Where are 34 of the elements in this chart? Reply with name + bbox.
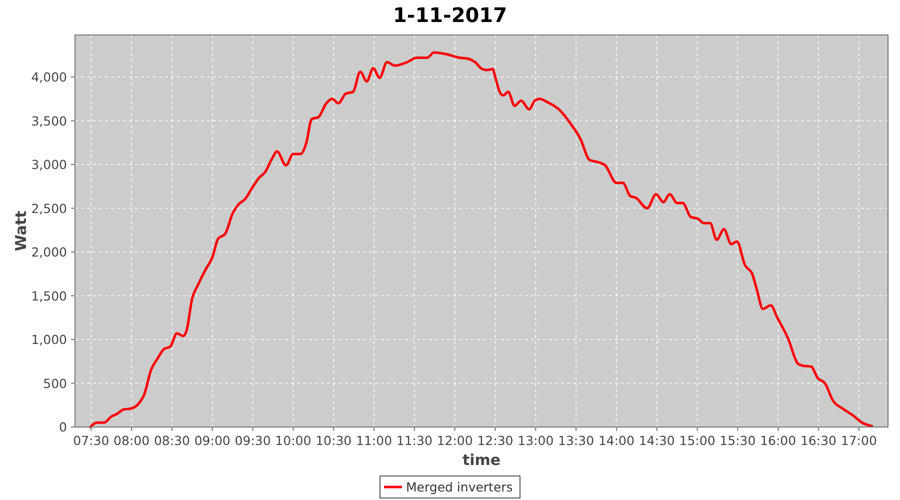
legend-label: Merged inverters bbox=[406, 480, 513, 494]
x-tick-label: 10:00 bbox=[275, 433, 312, 448]
x-tick-label: 14:30 bbox=[638, 433, 675, 448]
y-tick-label: 2,000 bbox=[31, 244, 68, 260]
chart-title: 1-11-2017 bbox=[392, 3, 508, 27]
y-tick-label: 1,500 bbox=[31, 288, 68, 304]
x-tick-label: 16:00 bbox=[760, 433, 796, 448]
x-tick-label: 13:30 bbox=[558, 433, 594, 448]
x-tick-label: 07:30 bbox=[73, 433, 110, 448]
x-axis-title: time bbox=[462, 451, 501, 469]
x-tick-label: 12:00 bbox=[436, 433, 473, 448]
x-tick-label: 14:00 bbox=[598, 433, 635, 448]
y-axis-title: Watt bbox=[12, 210, 30, 252]
x-tick-label: 11:00 bbox=[356, 433, 392, 448]
x-tick-label: 08:30 bbox=[154, 433, 190, 448]
x-tick-label: 08:00 bbox=[114, 433, 150, 448]
x-tick-label: 12:30 bbox=[477, 433, 514, 448]
x-tick-label: 15:00 bbox=[679, 433, 716, 448]
line-series bbox=[89, 51, 874, 428]
y-tick-label: 3,000 bbox=[31, 157, 68, 172]
y-tick-label: 1,000 bbox=[31, 332, 68, 347]
x-tick-label: 13:00 bbox=[518, 433, 554, 448]
x-tick-label: 11:30 bbox=[396, 433, 432, 448]
y-tick-label: 4,000 bbox=[31, 70, 68, 84]
y-tick-label: 3,500 bbox=[31, 113, 68, 128]
x-tick-label: 16:30 bbox=[800, 433, 837, 448]
y-tick-label: 500 bbox=[43, 376, 68, 391]
x-tick-label: 09:00 bbox=[194, 433, 230, 448]
y-tick-label: 2,500 bbox=[31, 200, 68, 216]
x-tick-label: 17:00 bbox=[840, 433, 877, 448]
x-tick-label: 09:30 bbox=[234, 433, 271, 448]
x-tick-label: 15:30 bbox=[720, 433, 756, 448]
x-tick-label: 10:30 bbox=[316, 433, 352, 448]
y-tick-label: 0 bbox=[59, 420, 68, 434]
